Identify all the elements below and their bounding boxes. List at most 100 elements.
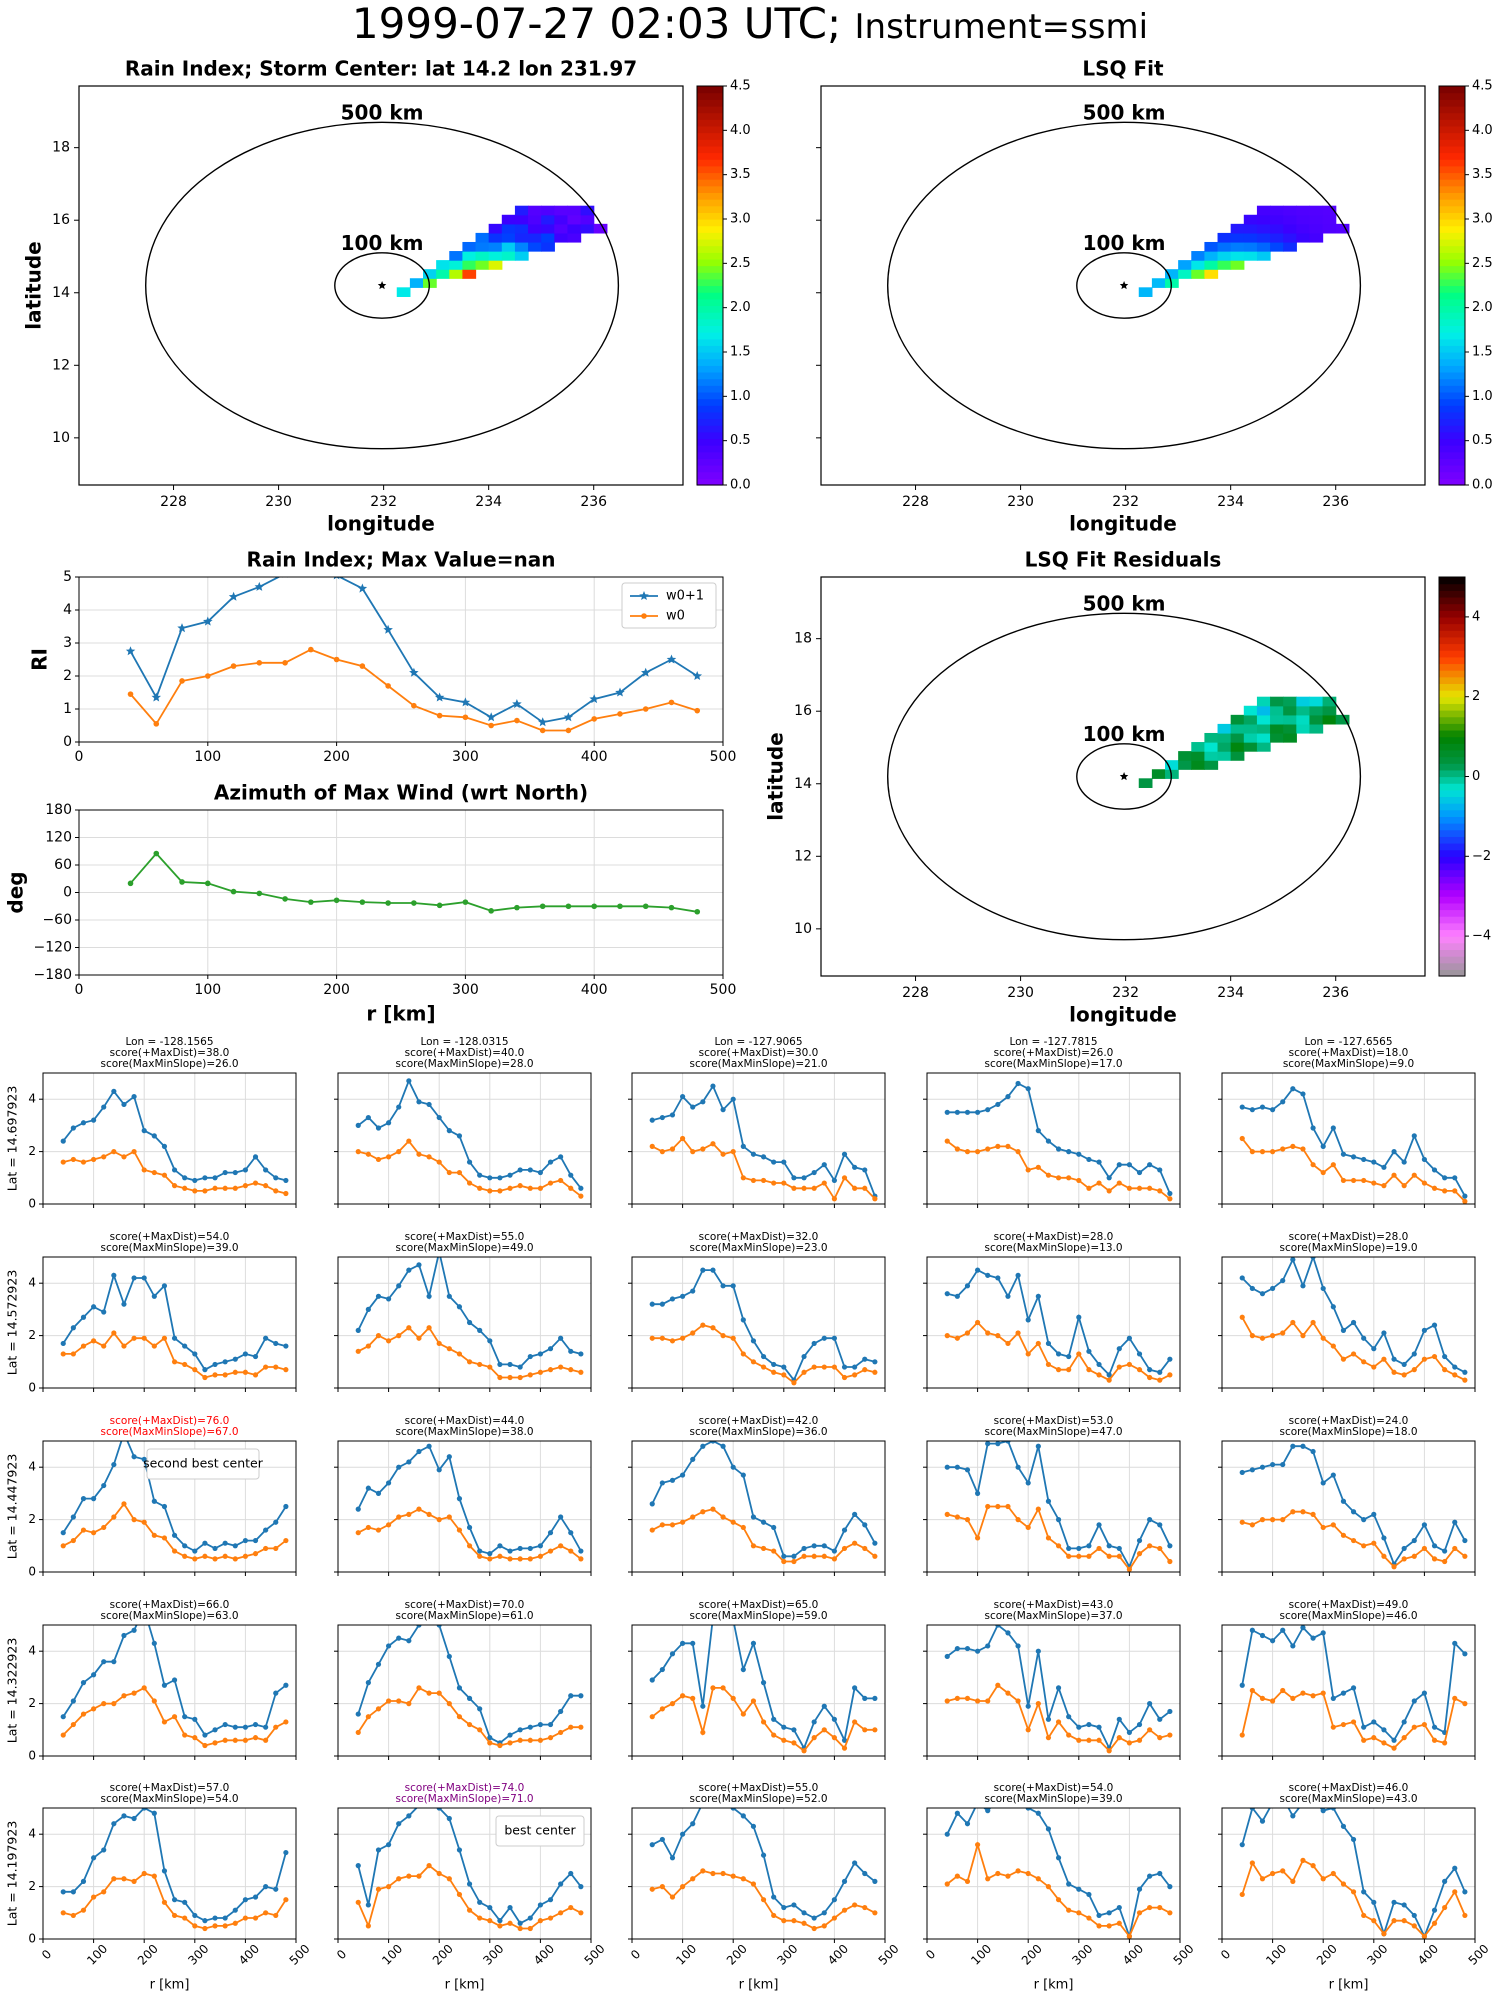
data-point [690, 1821, 696, 1827]
data-point [1300, 1443, 1306, 1449]
data-point [263, 1910, 269, 1916]
data-point [1136, 1169, 1143, 1176]
colorbar-swatch [1439, 292, 1465, 300]
data-point [487, 1556, 493, 1562]
data-point [781, 1918, 787, 1924]
data-point [416, 1151, 422, 1157]
panel-title: Rain Index; Storm Center: lat 14.2 lon 2… [125, 57, 637, 81]
colorbar-swatch [1439, 696, 1465, 704]
data-point [852, 1372, 858, 1378]
candidate_grid-panel: 024score(MaxMinSlope)=63.0score(+MaxDist… [5, 1599, 297, 1763]
data-point [283, 1897, 289, 1903]
data-point [406, 1813, 412, 1819]
data-point [730, 1464, 736, 1470]
data-point [1005, 1293, 1011, 1299]
data-point [811, 1185, 817, 1191]
map-cell [514, 223, 529, 234]
data-point [558, 1364, 564, 1370]
map-cell [1230, 714, 1245, 725]
data-point [1045, 1361, 1052, 1368]
data-point [1136, 1737, 1143, 1743]
data-point [1401, 1183, 1407, 1189]
data-point [771, 1180, 777, 1186]
map-cell [1309, 232, 1324, 243]
data-point [700, 1703, 706, 1709]
data-point [1350, 1351, 1357, 1357]
data-point [1431, 1543, 1438, 1549]
data-point [1136, 1721, 1143, 1728]
data-point [591, 716, 597, 722]
data-point [690, 1330, 696, 1336]
data-point [396, 1698, 402, 1704]
data-point [396, 1104, 402, 1110]
colorbar-swatch [1439, 139, 1465, 147]
data-point [1076, 1151, 1082, 1157]
data-point [1401, 1902, 1407, 1908]
colorbar-swatch [697, 405, 723, 413]
map-cell [1283, 723, 1297, 734]
data-point [127, 691, 134, 697]
axes-frame [1221, 1256, 1476, 1389]
colorbar-swatch [697, 252, 723, 260]
data-point [182, 1899, 188, 1905]
data-point [578, 1193, 584, 1199]
data-point [811, 1169, 817, 1176]
data-point [171, 1532, 178, 1538]
data-point [101, 1482, 107, 1489]
data-point [1442, 1548, 1448, 1554]
colorbar-swatch [1439, 105, 1465, 114]
data-point [1442, 1878, 1448, 1884]
data-point [1340, 1177, 1347, 1184]
data-point [750, 1514, 757, 1520]
data-point [841, 1151, 848, 1157]
data-point [497, 1543, 503, 1549]
data-point [232, 1356, 238, 1362]
panel-score-maxdist: score(+MaxDist)=76.0 [110, 1415, 230, 1427]
colorbar-swatch [697, 285, 723, 293]
data-point [436, 902, 443, 909]
data-point [680, 1884, 686, 1890]
data-point [477, 1548, 483, 1554]
map-cell [1283, 205, 1297, 216]
panel-score-maxminslope: score(MaxMinSlope)=9.0 [1283, 1058, 1414, 1070]
y-axis-label: latitude [22, 241, 46, 329]
data-point [1239, 1682, 1245, 1688]
data-point [1106, 1923, 1112, 1929]
data-point [1310, 1635, 1316, 1641]
data-point [1157, 1522, 1163, 1528]
colorbar-swatch [1439, 836, 1465, 844]
data-point [212, 1923, 218, 1929]
data-point [386, 1296, 392, 1302]
map-cell [1322, 214, 1337, 225]
data-point [333, 577, 340, 580]
data-point [1116, 1180, 1122, 1186]
data-point [1106, 1748, 1112, 1754]
x-tick-label: 100 [379, 1942, 405, 1968]
colorbar-swatch [1439, 749, 1465, 758]
colorbar-swatch [697, 312, 723, 320]
x-tick-label: 300 [185, 1942, 211, 1968]
colorbar-swatch [697, 165, 723, 174]
data-point [1452, 1519, 1458, 1525]
data-point [811, 1915, 817, 1921]
data-point [333, 656, 340, 663]
panel-score-maxdist: score(+MaxDist)=26.0 [994, 1047, 1114, 1059]
data-point [171, 1714, 178, 1720]
colorbar-swatch [697, 219, 723, 227]
data-point [1462, 1553, 1468, 1559]
data-point [1126, 1933, 1132, 1939]
data-point [456, 1891, 463, 1898]
legend: w0+1w0 [621, 582, 717, 629]
x-tick-label: 400 [825, 1942, 851, 1968]
colorbar-tick-label: 2.5 [1472, 256, 1493, 271]
data-point [1066, 1732, 1072, 1738]
data-point [641, 667, 651, 677]
data-point [659, 1480, 665, 1486]
map-cell [1204, 269, 1219, 279]
data-point [1157, 1369, 1163, 1375]
data-point [1310, 1125, 1316, 1131]
data-point [1270, 1698, 1276, 1704]
data-point [507, 1732, 513, 1738]
data-point [242, 1737, 248, 1743]
data-point [230, 663, 237, 669]
